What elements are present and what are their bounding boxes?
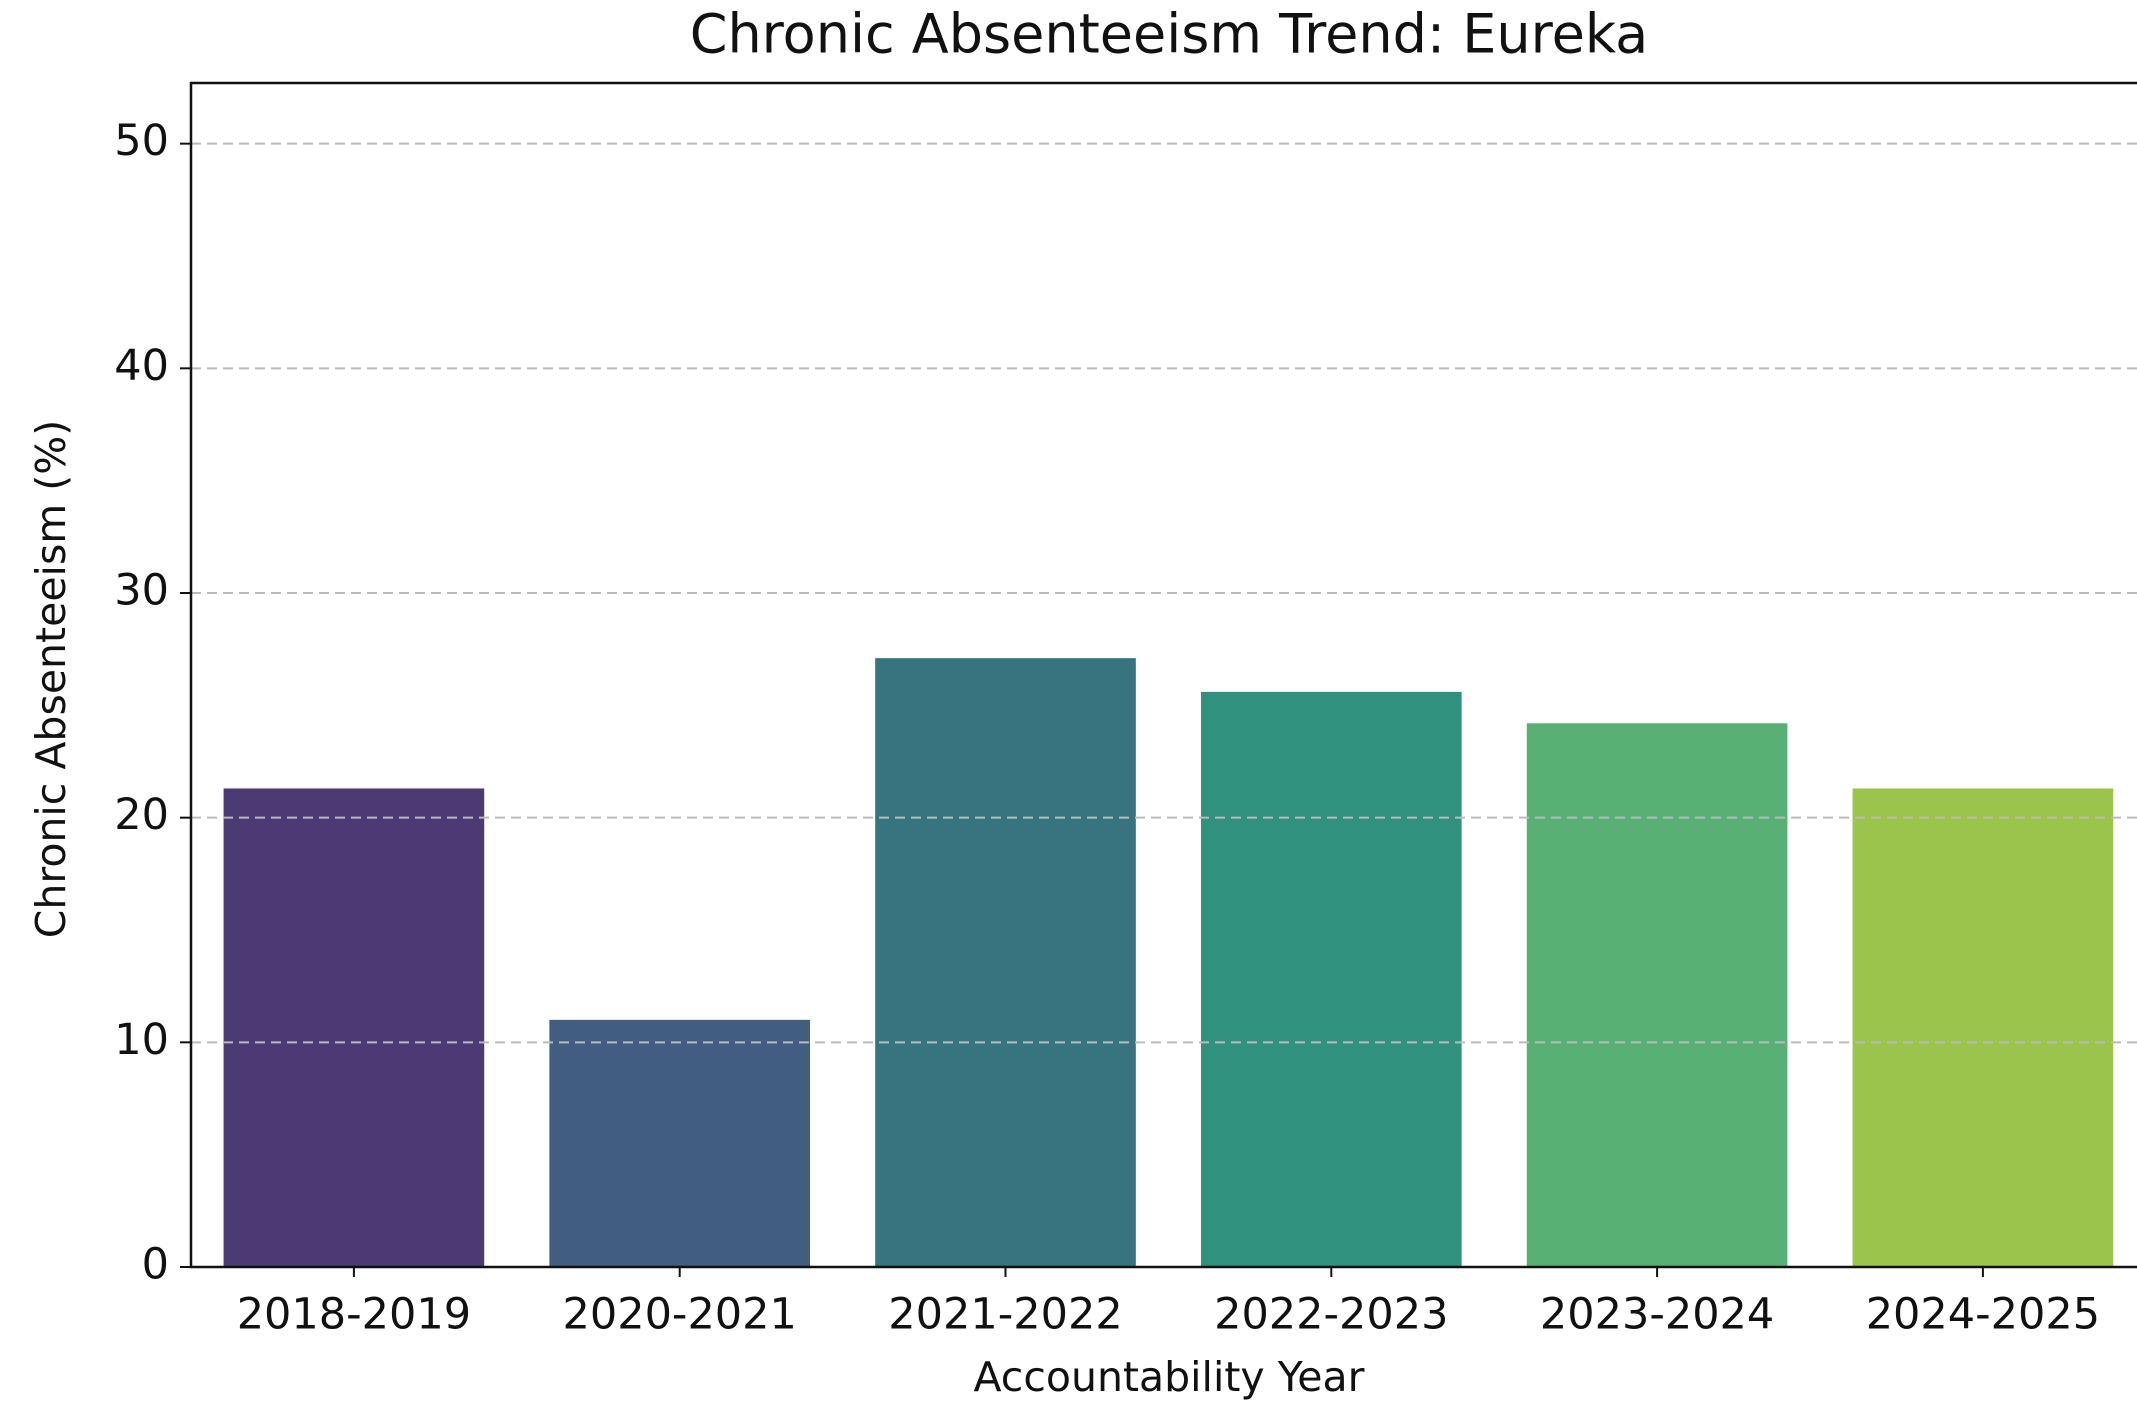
x-tick-label: 2022-2023: [1214, 1290, 1448, 1340]
bar: [223, 788, 485, 1267]
bar: [1852, 788, 2114, 1267]
plot-frame: [189, 81, 2137, 1269]
y-axis-label: Chronic Absenteeism (%): [27, 420, 75, 938]
y-tick-label: 50: [114, 116, 169, 166]
bar: [1200, 691, 1462, 1267]
x-tick-label: 2023-2024: [1540, 1290, 1774, 1340]
x-axis-label: Accountability Year: [973, 1353, 1364, 1401]
x-tick-label: 2018-2019: [237, 1290, 471, 1340]
y-tick-label: 10: [114, 1015, 169, 1065]
y-tick-label: 30: [114, 565, 169, 615]
y-tick-label: 20: [114, 790, 169, 840]
x-tick-label: 2024-2025: [1866, 1290, 2100, 1340]
bar: [1526, 723, 1788, 1267]
bar: [549, 1019, 811, 1267]
chart-title: Chronic Absenteeism Trend: Eureka: [690, 3, 1649, 66]
y-tick-label: 0: [142, 1240, 169, 1290]
x-tick-label: 2021-2022: [888, 1290, 1122, 1340]
x-tick-label: 2020-2021: [563, 1290, 797, 1340]
y-tick-label: 40: [114, 341, 169, 391]
bar: [875, 658, 1136, 1267]
